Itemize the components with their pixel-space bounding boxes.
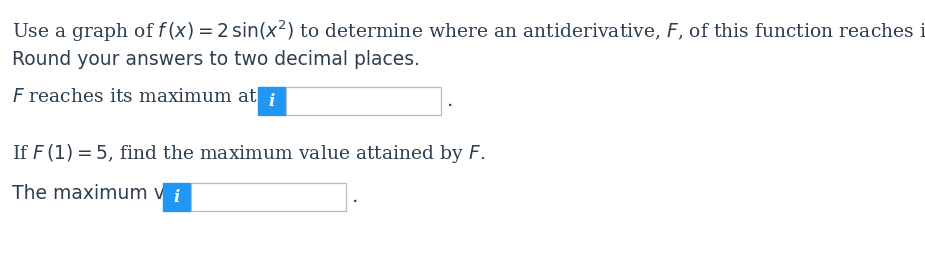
Text: The maximum value is: The maximum value is (12, 184, 226, 203)
Text: If $F\,(1) = 5$, find the maximum value attained by $F$.: If $F\,(1) = 5$, find the maximum value … (12, 142, 486, 165)
FancyBboxPatch shape (191, 183, 346, 211)
Text: $F$ reaches its maximum at $x$ =: $F$ reaches its maximum at $x$ = (12, 88, 295, 106)
Text: i: i (269, 93, 276, 109)
Text: .: . (352, 187, 358, 206)
Text: i: i (174, 188, 180, 205)
Text: Use a graph of $f\,(x) = 2\,\sin\!\left(x^2\right)$ to determine where an antide: Use a graph of $f\,(x) = 2\,\sin\!\left(… (12, 18, 925, 43)
FancyBboxPatch shape (163, 183, 191, 211)
Text: Round your answers to two decimal places.: Round your answers to two decimal places… (12, 50, 420, 69)
FancyBboxPatch shape (258, 87, 286, 115)
Text: .: . (447, 92, 453, 110)
FancyBboxPatch shape (286, 87, 441, 115)
